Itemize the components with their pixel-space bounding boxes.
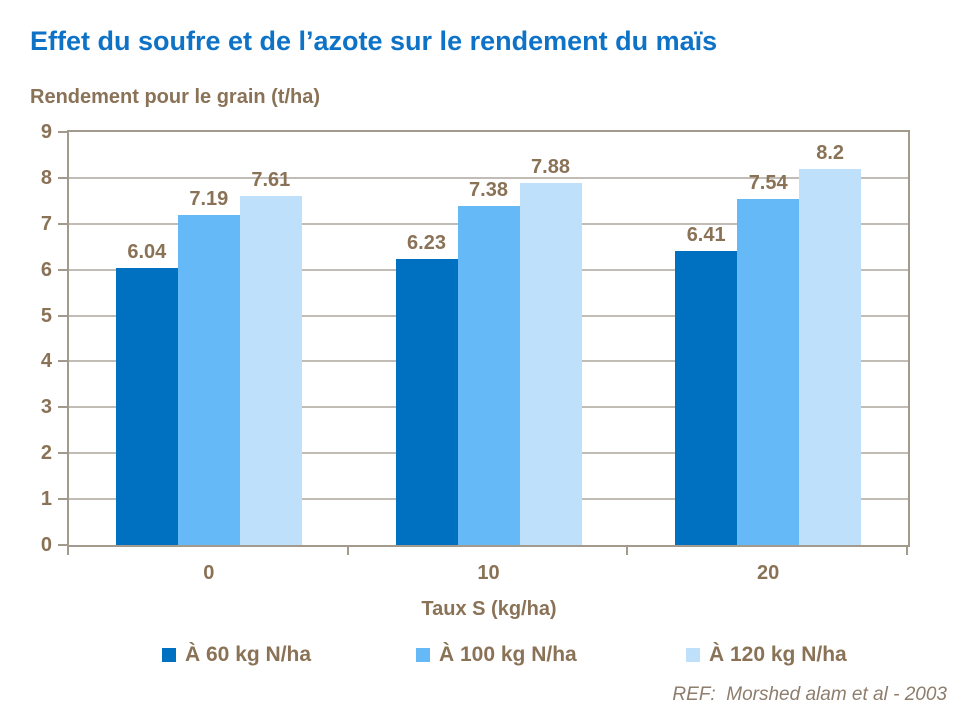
bar-value-label: 6.23 bbox=[407, 232, 446, 255]
y-axis-tick bbox=[58, 544, 68, 546]
y-axis-title: Rendement pour le grain (t/ha) bbox=[30, 86, 321, 108]
y-axis-tick bbox=[58, 131, 68, 133]
bar bbox=[395, 259, 458, 545]
bar bbox=[115, 267, 178, 545]
legend-label: À 100 kg N/ha bbox=[439, 643, 577, 666]
plot-area: 6.04 7.19 7.61 6.23 7.38 7.88 6.41 7.54 8.2 bbox=[67, 130, 910, 547]
y-axis-tick bbox=[58, 176, 68, 179]
bar bbox=[519, 183, 582, 545]
legend-label: À 60 kg N/ha bbox=[185, 643, 312, 666]
bar-value-label: 6.41 bbox=[686, 223, 726, 246]
category-label: 20 bbox=[757, 562, 780, 584]
bar-value-label: 7.54 bbox=[748, 171, 788, 194]
legend: À 60 kg N/ha À 100 kg N/ha À 120 kg N/ha bbox=[0, 641, 960, 671]
y-tick-label: 4 bbox=[40, 350, 52, 373]
y-axis-tick bbox=[58, 452, 68, 455]
legend-label: À 120 kg N/ha bbox=[709, 643, 847, 666]
y-tick-label: 6 bbox=[40, 258, 52, 281]
x-axis-tick bbox=[626, 547, 629, 555]
legend-entry: À 120 kg N/ha bbox=[686, 641, 847, 669]
y-tick-label: 0 bbox=[40, 534, 52, 556]
x-axis-tick bbox=[906, 547, 908, 555]
y-tick-label: 9 bbox=[40, 121, 52, 143]
y-axis-tick bbox=[58, 268, 68, 271]
y-tick-label: 5 bbox=[40, 304, 52, 327]
bar bbox=[239, 195, 302, 545]
bar bbox=[675, 250, 738, 545]
y-axis-tick bbox=[58, 498, 68, 501]
y-tick-label: 2 bbox=[40, 442, 52, 465]
y-tick-label: 8 bbox=[40, 166, 52, 189]
bar bbox=[737, 199, 800, 545]
bar bbox=[799, 168, 862, 545]
bar bbox=[177, 215, 240, 545]
y-axis-tick bbox=[58, 314, 68, 317]
chart-title: Effet du soufre et de l’azote sur le ren… bbox=[30, 26, 718, 56]
bar-value-label: 7.88 bbox=[531, 156, 570, 179]
gridline bbox=[69, 176, 908, 179]
y-axis-tick bbox=[58, 406, 68, 409]
y-axis-tick bbox=[58, 360, 68, 363]
category-label: 10 bbox=[477, 562, 500, 584]
bar-value-label: 7.38 bbox=[469, 179, 508, 202]
y-tick-label: 7 bbox=[40, 212, 52, 235]
category-label: 0 bbox=[203, 562, 215, 584]
bar bbox=[457, 206, 520, 545]
x-axis-tick bbox=[346, 547, 349, 555]
legend-swatch bbox=[686, 648, 700, 662]
bar-value-label: 6.04 bbox=[127, 240, 167, 263]
bar-value-label: 7.61 bbox=[251, 168, 291, 191]
legend-swatch bbox=[416, 648, 430, 662]
reference-note: REF: Morshed alam et al - 2003 bbox=[672, 684, 947, 705]
legend-entry: À 100 kg N/ha bbox=[416, 641, 577, 669]
y-axis-tick bbox=[58, 222, 68, 225]
bar-value-label: 8.2 bbox=[816, 141, 845, 164]
y-tick-label: 3 bbox=[40, 396, 52, 419]
bar-value-label: 7.19 bbox=[189, 188, 229, 211]
x-axis-title: Taux S (kg/ha) bbox=[421, 598, 557, 620]
y-tick-label: 1 bbox=[40, 488, 52, 511]
legend-swatch bbox=[162, 648, 176, 662]
x-axis-tick bbox=[67, 547, 69, 555]
legend-entry: À 60 kg N/ha bbox=[162, 641, 311, 669]
